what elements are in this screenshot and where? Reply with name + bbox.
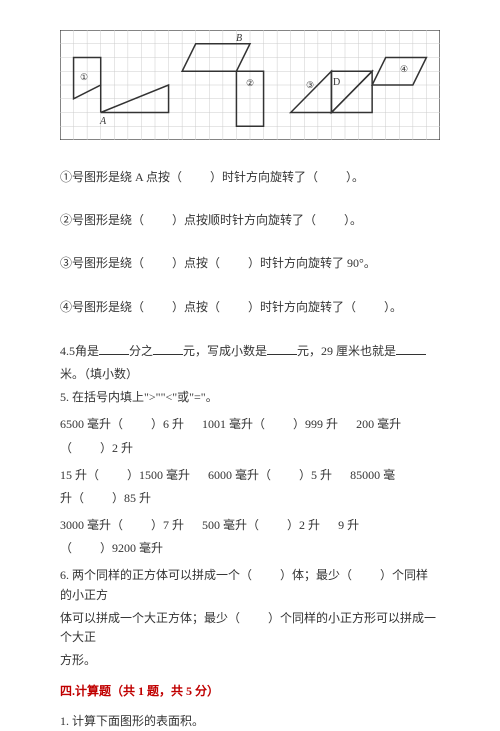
q6-r2c: 6000 毫升（: [208, 468, 271, 482]
q6-r1d: ）999 升: [293, 417, 338, 431]
q6-r3f: （: [60, 541, 72, 555]
question-5-compare: 5. 在括号内填上">""<"或"="。 6500 毫升（ ）6 升 1001 毫…: [60, 388, 440, 558]
q5-p5: 米。（填小数）: [60, 367, 138, 381]
label-circle-4: ④: [400, 64, 408, 74]
question-4-decimal: 4.5角是 分之 元，写成小数是 元，29 厘米也就是 米。（填小数）: [60, 341, 440, 384]
question-rotation-2: ②号图形是绕（ ）点按顺时针方向旋转了（ ）。: [60, 211, 440, 230]
q6-title: 5. 在括号内填上">""<"或"="。: [60, 388, 440, 407]
q6-r2e: 85000 毫: [350, 468, 395, 482]
q6-r1e: 200 毫升: [356, 417, 401, 431]
q7-l1b: ）体；最少（: [280, 568, 352, 582]
q6-r3d: ）2 升: [287, 518, 320, 532]
q4-text-b: ）点按（: [172, 300, 220, 314]
q6-r2b: ）1500 毫升: [127, 468, 190, 482]
q2-text-b: ）点按顺时针方向旋转了（: [172, 213, 316, 227]
q4-text-c: ）时针方向旋转了（: [248, 300, 356, 314]
q3-text-c: ）时针方向旋转了 90°。: [248, 256, 376, 270]
section-4-q1: 1. 计算下面图形的表面积。: [60, 712, 440, 731]
q3-text-a: ③号图形是绕（: [60, 256, 144, 270]
q2-text-a: ②号图形是绕（: [60, 213, 144, 227]
label-A: A: [99, 116, 107, 127]
question-rotation-4: ④号图形是绕（ ）点按（ ）时针方向旋转了（ ）。: [60, 298, 440, 317]
q5-p1: 4.5角是: [60, 344, 99, 358]
question-6-cube: 6. 两个同样的正方体可以拼成一个（）体；最少（）个同样的小正方 体可以拼成一个…: [60, 566, 440, 670]
q6-r1b: ）6 升: [151, 417, 184, 431]
q6-r1a: 6500 毫升（: [60, 417, 123, 431]
label-circle-3: ③: [306, 80, 314, 90]
q2-text-c: ）。: [344, 213, 362, 227]
q7-l3: 方形。: [60, 653, 96, 667]
q6-r3e: 9 升: [338, 518, 359, 532]
q5-p4: 元，29 厘米也就是: [297, 344, 396, 358]
q7-l2a: 体可以拼成一个大正方体；最少（: [60, 611, 240, 625]
q5-p2: 分之: [129, 344, 153, 358]
q6-r2a: 15 升（: [60, 468, 99, 482]
label-circle-1: ①: [80, 72, 88, 82]
q6-r1f: （: [60, 441, 72, 455]
label-D: D: [333, 77, 340, 88]
q5-p3: 元，写成小数是: [183, 344, 267, 358]
q6-r2d: ）5 升: [299, 468, 332, 482]
q7-l1a: 6. 两个同样的正方体可以拼成一个（: [60, 568, 252, 582]
grid-diagram-svg: A B D ① ② ③ ④: [60, 30, 440, 140]
q6-r2f: 升（: [60, 491, 84, 505]
section-4-header: 四.计算题（共 1 题，共 5 分）: [60, 682, 440, 701]
q6-r3g: ）9200 毫升: [100, 541, 163, 555]
question-rotation-3: ③号图形是绕（ ）点按（ ）时针方向旋转了 90°。: [60, 254, 440, 273]
q6-r3b: ）7 升: [151, 518, 184, 532]
underline-blank: [99, 341, 129, 355]
rotation-diagram: A B D ① ② ③ ④: [60, 30, 440, 140]
q4-text-a: ④号图形是绕（: [60, 300, 144, 314]
label-B: B: [236, 33, 242, 44]
underline-blank: [153, 341, 183, 355]
q1-text-c: ）。: [346, 170, 364, 184]
question-rotation-1: ①号图形是绕 A 点按（ ）时针方向旋转了（ ）。: [60, 168, 440, 187]
q6-r3c: 500 毫升（: [202, 518, 259, 532]
q6-r3a: 3000 毫升（: [60, 518, 123, 532]
q1-text-b: ）时针方向旋转了（: [210, 170, 318, 184]
underline-blank: [396, 341, 426, 355]
underline-blank: [267, 341, 297, 355]
q4-text-d: ）。: [384, 300, 402, 314]
q6-r2g: ）85 升: [112, 491, 151, 505]
q3-text-b: ）点按（: [172, 256, 220, 270]
q6-r1g: ）2 升: [100, 441, 133, 455]
label-circle-2: ②: [246, 78, 254, 88]
q1-text-a: ①号图形是绕 A 点按（: [60, 170, 182, 184]
q6-r1c: 1001 毫升（: [202, 417, 265, 431]
